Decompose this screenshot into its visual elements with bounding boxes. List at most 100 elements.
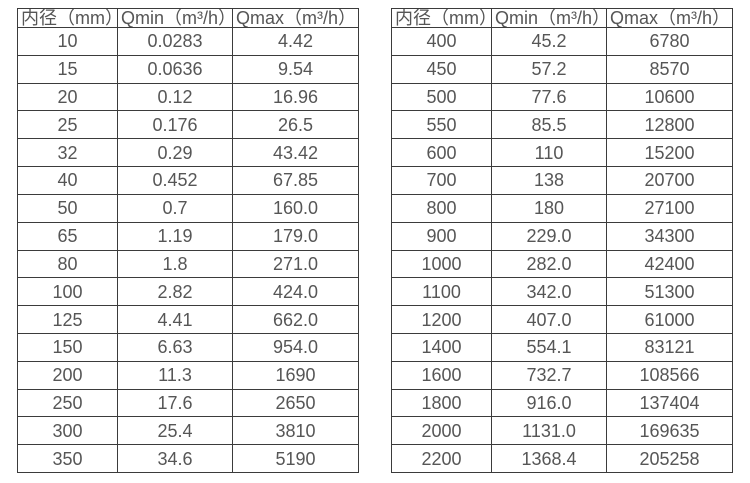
table-row: 600 110 15200	[391, 138, 733, 168]
table-cell: 61000	[606, 305, 733, 334]
table-cell: 450	[391, 54, 492, 84]
table-cell: 0.452	[117, 166, 233, 195]
table-cell: 554.1	[491, 332, 607, 362]
table-cell: 0.0283	[117, 27, 233, 56]
table-row: 250 17.6 2650	[17, 388, 359, 418]
table-cell: 700	[391, 166, 492, 195]
table-row: 700 138 20700	[391, 166, 733, 195]
table-cell: 65	[17, 221, 118, 251]
col-header-qmin: Qmin（m³/h）	[117, 8, 233, 28]
table-cell: 1368.4	[491, 444, 607, 473]
table-cell: 80	[17, 249, 118, 279]
table-row: 350 34.6 5190	[17, 444, 359, 473]
table-cell: 20	[17, 82, 118, 112]
table-cell: 2200	[391, 444, 492, 473]
table-cell: 57.2	[491, 54, 607, 84]
table-row: 2000 1131.0 169635	[391, 416, 733, 446]
table-row: 20 0.12 16.96	[17, 82, 359, 112]
table-cell: 11.3	[117, 360, 233, 390]
table-row: 50 0.7 160.0	[17, 193, 359, 223]
table-row: 100 2.82 424.0	[17, 277, 359, 307]
table-cell: 6780	[606, 27, 733, 56]
table-row: 2200 1368.4 205258	[391, 444, 733, 473]
table-cell: 51300	[606, 277, 733, 307]
table-cell: 1200	[391, 305, 492, 334]
table-cell: 2650	[232, 388, 359, 418]
table-cell: 34.6	[117, 444, 233, 473]
table-cell: 16.96	[232, 82, 359, 112]
table-row: 125 4.41 662.0	[17, 305, 359, 334]
table-row: 32 0.29 43.42	[17, 138, 359, 168]
table-row: 200 11.3 1690	[17, 360, 359, 390]
table-cell: 12800	[606, 110, 733, 140]
table-cell: 45.2	[491, 27, 607, 56]
table-row: 400 45.2 6780	[391, 27, 733, 56]
table-cell: 169635	[606, 416, 733, 446]
col-header-qmin: Qmin（m³/h）	[491, 8, 607, 28]
table-cell: 137404	[606, 388, 733, 418]
table-cell: 229.0	[491, 221, 607, 251]
flow-table-large-diameter: 内径（mm） Qmin（m³/h） Qmax（m³/h） 400 45.2 6780…	[391, 8, 733, 473]
table-row: 80 1.8 271.0	[17, 249, 359, 279]
table-cell: 1600	[391, 360, 492, 390]
table-row: 150 6.63 954.0	[17, 332, 359, 362]
table-cell: 50	[17, 193, 118, 223]
table-cell: 100	[17, 277, 118, 307]
table-cell: 282.0	[491, 249, 607, 279]
header-row: 内径（mm） Qmin（m³/h） Qmax（m³/h）	[17, 8, 359, 28]
table-cell: 17.6	[117, 388, 233, 418]
table-row: 1400 554.1 83121	[391, 332, 733, 362]
table-cell: 2.82	[117, 277, 233, 307]
table-cell: 108566	[606, 360, 733, 390]
table-cell: 15	[17, 54, 118, 84]
table-row: 15 0.0636 9.54	[17, 54, 359, 84]
table-cell: 424.0	[232, 277, 359, 307]
table-cell: 250	[17, 388, 118, 418]
table-cell: 150	[17, 332, 118, 362]
table-cell: 407.0	[491, 305, 607, 334]
table-body: 10 0.0283 4.42 15 0.0636 9.54 20 0.12 16.96 25 0.1…	[17, 27, 359, 473]
table-cell: 662.0	[232, 305, 359, 334]
header-row: 内径（mm） Qmin（m³/h） Qmax（m³/h）	[391, 8, 733, 28]
col-header-qmax: Qmax（m³/h）	[606, 8, 733, 28]
table-cell: 15200	[606, 138, 733, 168]
table-cell: 1000	[391, 249, 492, 279]
table-cell: 160.0	[232, 193, 359, 223]
table-cell: 67.85	[232, 166, 359, 195]
table-cell: 0.12	[117, 82, 233, 112]
table-cell: 40	[17, 166, 118, 195]
table-cell: 20700	[606, 166, 733, 195]
table-cell: 4.41	[117, 305, 233, 334]
table-cell: 9.54	[232, 54, 359, 84]
table-cell: 0.7	[117, 193, 233, 223]
table-cell: 77.6	[491, 82, 607, 112]
table-cell: 1131.0	[491, 416, 607, 446]
table-cell: 1100	[391, 277, 492, 307]
table-row: 1200 407.0 61000	[391, 305, 733, 334]
table-cell: 4.42	[232, 27, 359, 56]
table-cell: 110	[491, 138, 607, 168]
table-cell: 43.42	[232, 138, 359, 168]
table-cell: 0.29	[117, 138, 233, 168]
table-row: 1600 732.7 108566	[391, 360, 733, 390]
col-header-qmax: Qmax（m³/h）	[232, 8, 359, 28]
table-cell: 27100	[606, 193, 733, 223]
table-cell: 732.7	[491, 360, 607, 390]
table-cell: 10600	[606, 82, 733, 112]
table-row: 900 229.0 34300	[391, 221, 733, 251]
table-cell: 0.0636	[117, 54, 233, 84]
table-cell: 179.0	[232, 221, 359, 251]
table-cell: 10	[17, 27, 118, 56]
flow-table-small-diameter: 内径（mm） Qmin（m³/h） Qmax（m³/h） 10 0.0283 4.4…	[17, 8, 359, 473]
table-cell: 954.0	[232, 332, 359, 362]
table-cell: 500	[391, 82, 492, 112]
table-row: 40 0.452 67.85	[17, 166, 359, 195]
table-cell: 900	[391, 221, 492, 251]
table-cell: 200	[17, 360, 118, 390]
table-cell: 125	[17, 305, 118, 334]
table-cell: 138	[491, 166, 607, 195]
table-cell: 3810	[232, 416, 359, 446]
table-row: 800 180 27100	[391, 193, 733, 223]
table-cell: 83121	[606, 332, 733, 362]
